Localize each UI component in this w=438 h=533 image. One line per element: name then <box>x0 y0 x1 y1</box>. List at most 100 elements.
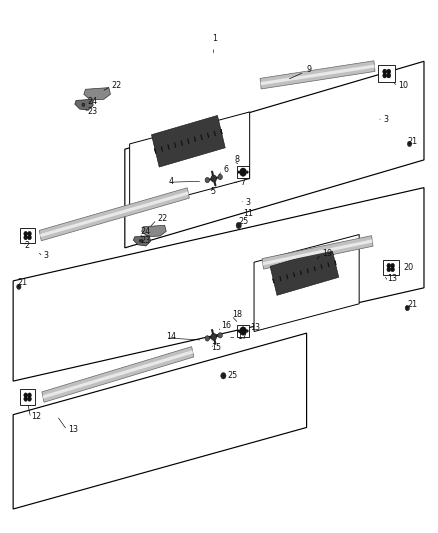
Circle shape <box>28 397 32 401</box>
Polygon shape <box>208 133 209 138</box>
Circle shape <box>221 373 226 379</box>
Text: 13: 13 <box>388 274 398 282</box>
Text: 21: 21 <box>407 137 417 146</box>
Polygon shape <box>40 191 189 237</box>
Circle shape <box>387 263 391 268</box>
Polygon shape <box>168 144 169 149</box>
Polygon shape <box>254 235 359 332</box>
Polygon shape <box>237 325 249 337</box>
Text: 16: 16 <box>221 321 231 329</box>
Circle shape <box>240 168 247 176</box>
Polygon shape <box>84 87 110 100</box>
Text: 23: 23 <box>88 108 98 116</box>
Polygon shape <box>293 273 295 277</box>
Circle shape <box>17 284 21 289</box>
Circle shape <box>211 334 216 340</box>
Text: 25: 25 <box>239 217 249 225</box>
Circle shape <box>28 231 32 236</box>
Polygon shape <box>280 277 281 281</box>
Circle shape <box>211 175 216 182</box>
Text: 8: 8 <box>234 156 239 164</box>
Circle shape <box>391 267 395 272</box>
Polygon shape <box>270 248 339 295</box>
Polygon shape <box>152 116 225 167</box>
Polygon shape <box>214 131 215 136</box>
Polygon shape <box>42 350 193 399</box>
Polygon shape <box>161 147 162 151</box>
Text: 12: 12 <box>32 413 42 421</box>
Polygon shape <box>134 236 151 246</box>
Polygon shape <box>262 236 373 269</box>
Polygon shape <box>261 64 374 85</box>
Polygon shape <box>335 261 336 265</box>
Circle shape <box>407 141 412 147</box>
Text: 9: 9 <box>307 65 312 74</box>
Circle shape <box>140 239 143 243</box>
Text: 20: 20 <box>403 263 413 272</box>
Text: 19: 19 <box>322 249 332 257</box>
Text: 11: 11 <box>243 209 253 217</box>
Text: 3: 3 <box>245 198 250 207</box>
Circle shape <box>28 235 32 240</box>
Text: 14: 14 <box>166 333 177 341</box>
Polygon shape <box>42 346 194 402</box>
Polygon shape <box>273 279 274 283</box>
Circle shape <box>24 235 28 240</box>
Text: 1: 1 <box>212 34 217 43</box>
Circle shape <box>28 393 32 398</box>
Text: 6: 6 <box>223 165 228 174</box>
Text: 21: 21 <box>407 301 417 309</box>
Text: 24: 24 <box>140 228 150 236</box>
Circle shape <box>237 171 240 174</box>
Circle shape <box>205 177 209 183</box>
Text: 22: 22 <box>112 81 122 90</box>
Circle shape <box>383 69 387 74</box>
Text: 23: 23 <box>140 237 150 245</box>
Circle shape <box>218 174 223 180</box>
Circle shape <box>387 267 391 272</box>
Polygon shape <box>20 228 35 244</box>
Text: 15: 15 <box>212 343 222 352</box>
Polygon shape <box>237 166 249 179</box>
Polygon shape <box>130 112 250 211</box>
Text: 2: 2 <box>24 241 29 249</box>
Polygon shape <box>39 188 189 241</box>
Polygon shape <box>287 274 288 279</box>
Circle shape <box>387 73 391 78</box>
Polygon shape <box>175 143 176 148</box>
Polygon shape <box>314 266 315 271</box>
Text: 4: 4 <box>169 177 173 185</box>
Polygon shape <box>194 137 195 142</box>
Circle shape <box>24 231 28 236</box>
Text: 13: 13 <box>250 324 260 332</box>
Polygon shape <box>307 269 308 273</box>
Polygon shape <box>20 389 35 405</box>
Polygon shape <box>221 129 222 134</box>
Text: 24: 24 <box>88 97 98 106</box>
Text: 17: 17 <box>237 333 247 341</box>
Polygon shape <box>188 139 189 143</box>
Circle shape <box>218 333 223 338</box>
Polygon shape <box>181 141 182 146</box>
Circle shape <box>387 69 391 74</box>
Circle shape <box>383 73 387 78</box>
Text: 21: 21 <box>18 278 28 287</box>
Text: 3: 3 <box>44 252 49 260</box>
Circle shape <box>82 103 85 107</box>
Text: 7: 7 <box>240 178 245 187</box>
Text: 25: 25 <box>228 372 238 380</box>
Polygon shape <box>300 271 301 275</box>
Polygon shape <box>260 61 375 89</box>
Polygon shape <box>155 149 156 154</box>
Circle shape <box>24 397 28 401</box>
Polygon shape <box>262 239 373 265</box>
Text: 10: 10 <box>399 81 409 90</box>
Polygon shape <box>321 265 322 269</box>
Polygon shape <box>201 135 202 140</box>
Circle shape <box>246 329 249 333</box>
Polygon shape <box>141 225 166 237</box>
Circle shape <box>236 222 241 229</box>
Text: 22: 22 <box>158 214 168 223</box>
Circle shape <box>391 263 395 268</box>
Text: 18: 18 <box>232 310 242 319</box>
